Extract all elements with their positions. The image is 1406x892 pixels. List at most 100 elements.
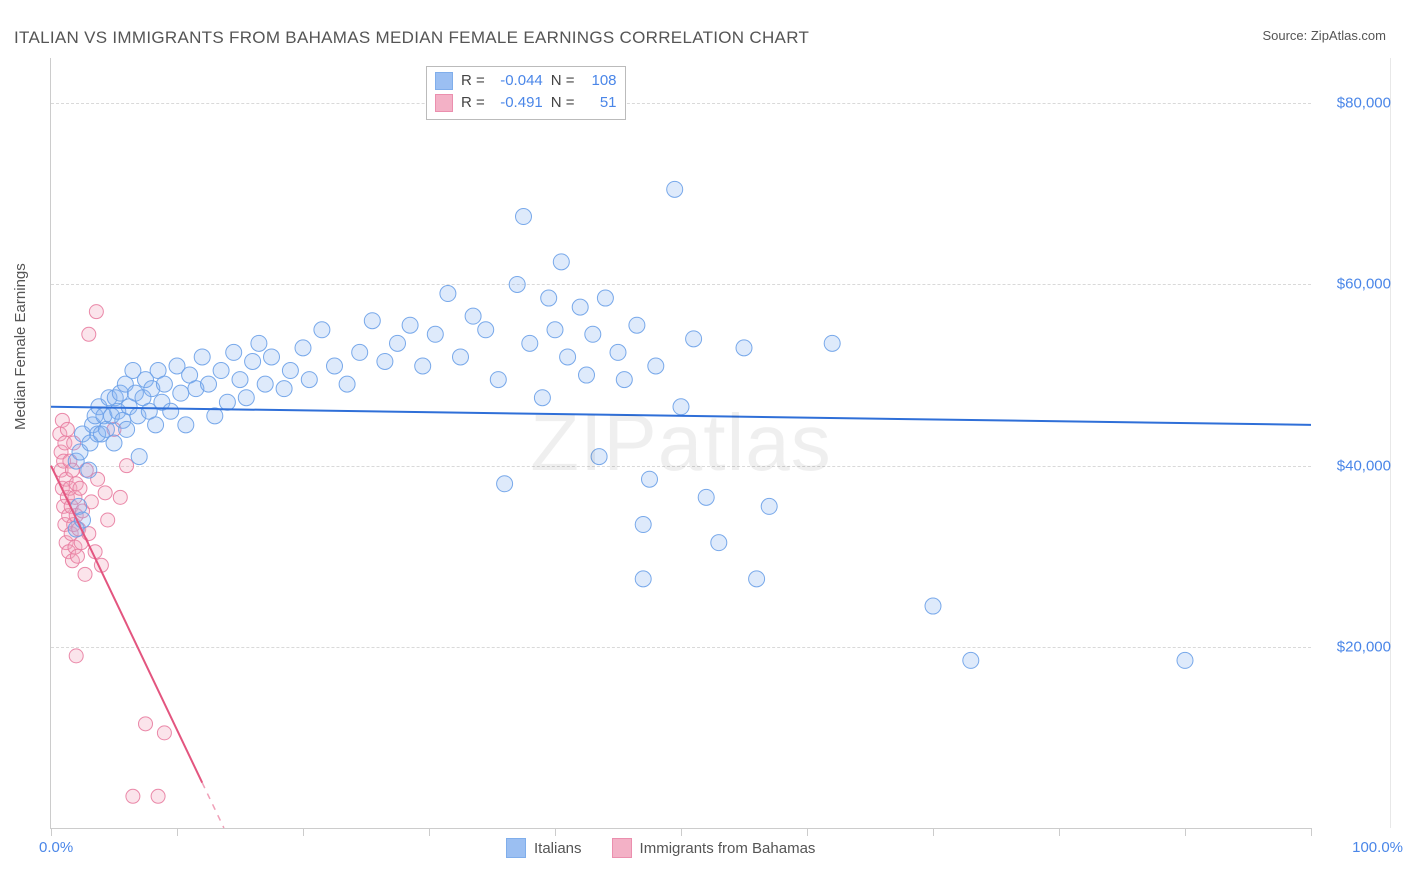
- data-point-a: [194, 349, 210, 365]
- plot-area: $20,000$40,000$60,000$80,000 ZIPatlas R …: [50, 58, 1311, 829]
- data-point-a: [264, 349, 280, 365]
- data-point-a: [736, 340, 752, 356]
- data-point-a: [226, 344, 242, 360]
- data-point-a: [698, 489, 714, 505]
- data-point-a: [257, 376, 273, 392]
- data-point-a: [364, 313, 380, 329]
- data-point-a: [427, 326, 443, 342]
- stats-r-label-a: R =: [461, 70, 485, 92]
- data-point-a: [251, 335, 267, 351]
- stats-n-val-b: 51: [583, 92, 617, 114]
- data-point-a: [1177, 652, 1193, 668]
- data-point-a: [219, 394, 235, 410]
- data-point-b: [126, 789, 140, 803]
- data-point-a: [597, 290, 613, 306]
- data-point-a: [232, 372, 248, 388]
- data-point-a: [673, 399, 689, 415]
- chart-title: ITALIAN VS IMMIGRANTS FROM BAHAMAS MEDIA…: [14, 28, 809, 48]
- data-point-b: [73, 481, 87, 495]
- x-tick: [1311, 828, 1312, 836]
- data-point-a: [497, 476, 513, 492]
- legend-label-bahamas: Immigrants from Bahamas: [640, 840, 816, 857]
- data-point-a: [516, 209, 532, 225]
- data-point-a: [963, 652, 979, 668]
- data-point-a: [352, 344, 368, 360]
- data-point-a: [156, 376, 172, 392]
- y-tick-label: $20,000: [1321, 638, 1391, 655]
- x-tick: [177, 828, 178, 836]
- source-prefix: Source:: [1262, 28, 1310, 43]
- data-point-a: [591, 449, 607, 465]
- x-tick: [51, 828, 52, 836]
- data-point-a: [106, 435, 122, 451]
- legend-item-italians: Italians: [506, 838, 582, 858]
- data-point-a: [648, 358, 664, 374]
- data-point-a: [711, 535, 727, 551]
- source-name: ZipAtlas.com: [1311, 28, 1386, 43]
- data-point-a: [295, 340, 311, 356]
- stats-r-label-b: R =: [461, 92, 485, 114]
- fit-line: [51, 466, 202, 783]
- data-point-b: [120, 459, 134, 473]
- x-tick: [429, 828, 430, 836]
- stats-r-val-b: -0.491: [493, 92, 543, 114]
- x-tick: [933, 828, 934, 836]
- y-tick-label: $60,000: [1321, 276, 1391, 293]
- y-axis-label: Median Female Earnings: [12, 263, 29, 430]
- data-point-a: [465, 308, 481, 324]
- data-point-a: [579, 367, 595, 383]
- data-point-b: [60, 422, 74, 436]
- legend-item-bahamas: Immigrants from Bahamas: [612, 838, 816, 858]
- data-point-a: [509, 276, 525, 292]
- data-point-a: [282, 363, 298, 379]
- data-point-a: [686, 331, 702, 347]
- data-point-a: [629, 317, 645, 333]
- right-guide-line: [1390, 58, 1391, 828]
- fit-line: [202, 783, 224, 828]
- data-point-a: [377, 353, 393, 369]
- data-point-a: [490, 372, 506, 388]
- data-point-a: [119, 421, 135, 437]
- data-point-a: [245, 353, 261, 369]
- data-point-b: [139, 717, 153, 731]
- data-point-a: [925, 598, 941, 614]
- data-point-a: [415, 358, 431, 374]
- data-point-a: [178, 417, 194, 433]
- x-tick: [807, 828, 808, 836]
- data-point-a: [131, 449, 147, 465]
- y-tick-label: $40,000: [1321, 457, 1391, 474]
- data-point-b: [157, 726, 171, 740]
- data-point-a: [238, 390, 254, 406]
- data-point-a: [572, 299, 588, 315]
- data-point-a: [81, 462, 97, 478]
- data-point-a: [339, 376, 355, 392]
- legend-label-italians: Italians: [534, 840, 582, 857]
- data-point-a: [541, 290, 557, 306]
- data-point-a: [610, 344, 626, 360]
- source-credit: Source: ZipAtlas.com: [1262, 28, 1386, 43]
- data-point-a: [642, 471, 658, 487]
- y-tick-label: $80,000: [1321, 95, 1391, 112]
- data-point-a: [163, 403, 179, 419]
- data-point-a: [547, 322, 563, 338]
- data-point-a: [667, 181, 683, 197]
- data-point-a: [560, 349, 576, 365]
- stats-n-val-a: 108: [583, 70, 617, 92]
- data-point-a: [824, 335, 840, 351]
- x-tick: [1059, 828, 1060, 836]
- data-point-a: [207, 408, 223, 424]
- data-point-a: [534, 390, 550, 406]
- data-point-b: [78, 567, 92, 581]
- data-point-a: [314, 322, 330, 338]
- data-point-a: [440, 286, 456, 302]
- data-point-a: [402, 317, 418, 333]
- data-point-a: [301, 372, 317, 388]
- stats-row-b: R = -0.491 N = 51: [435, 92, 617, 114]
- category-legend: Italians Immigrants from Bahamas: [506, 838, 815, 858]
- stats-r-val-a: -0.044: [493, 70, 543, 92]
- data-point-a: [749, 571, 765, 587]
- x-tick: [1185, 828, 1186, 836]
- data-point-a: [148, 417, 164, 433]
- x-tick: [681, 828, 682, 836]
- data-point-b: [69, 649, 83, 663]
